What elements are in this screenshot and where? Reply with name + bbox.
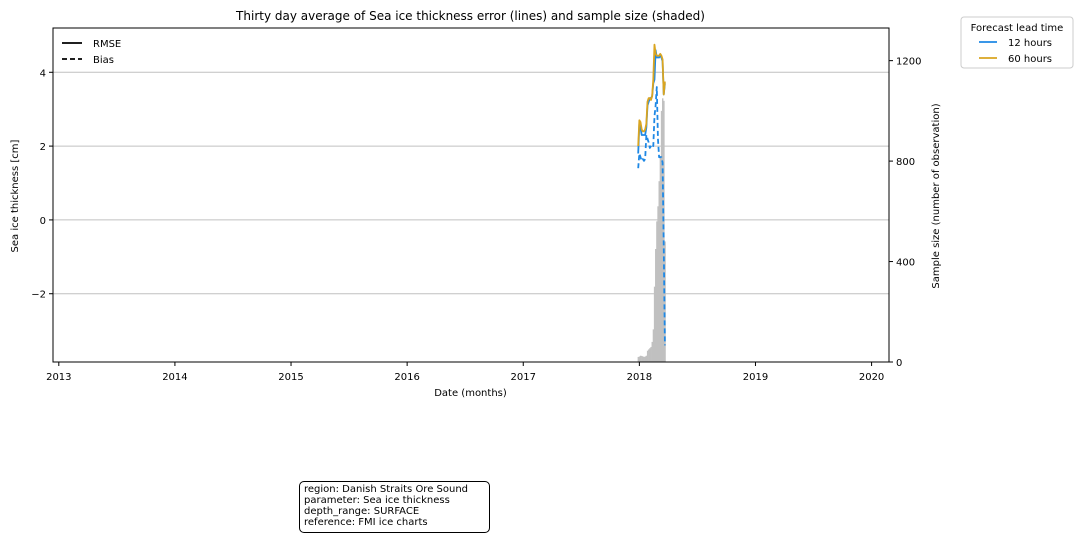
sample-size-bar xyxy=(659,156,662,362)
sample-size-bar xyxy=(648,349,650,362)
y2-axis-label: Sample size (number of observation) xyxy=(931,103,942,288)
sample-size-bar xyxy=(644,356,647,362)
info-depth-range: depth_range: SURFACE xyxy=(304,506,420,517)
sample-size-bar xyxy=(650,346,652,362)
info-reference: reference: FMI ice charts xyxy=(304,517,428,528)
axes xyxy=(52,27,890,363)
sample-size-bar xyxy=(657,206,659,362)
y-tick-label: −2 xyxy=(31,290,46,301)
y-tick-label: 0 xyxy=(40,216,46,227)
y2-tick-label: 0 xyxy=(896,358,902,369)
plot-frame xyxy=(52,27,890,363)
sample-size-bar xyxy=(637,356,640,362)
info-region: region: Danish Straits Ore Sound xyxy=(304,484,469,495)
sample-size-bar xyxy=(653,286,656,362)
lead-time-legend-title: Forecast lead time xyxy=(971,23,1064,34)
sample-size-bar xyxy=(646,350,649,362)
x-tick-label: 2016 xyxy=(394,372,419,383)
x-tick-label: 2017 xyxy=(511,372,536,383)
sample-size-bar xyxy=(639,355,642,362)
sample-size-bar xyxy=(638,356,641,362)
y2-tick-label: 1200 xyxy=(896,57,921,68)
series-line xyxy=(637,43,666,147)
sample-size-bar xyxy=(649,348,651,362)
error-lines xyxy=(637,43,666,346)
lead-time-legend: Forecast lead time 12 hours 60 hours xyxy=(960,16,1074,69)
tick-marks: 2013 2014 2015 2016 2017 2018 2019 2020 −2 0 2 4 0 40… xyxy=(31,57,921,383)
y2-tick-label: 800 xyxy=(896,157,915,168)
chart-title: Thirty day average of Sea ice thickness … xyxy=(235,9,705,23)
sample-size-bar xyxy=(660,110,663,362)
sample-size-bars xyxy=(637,98,666,363)
style-legend: RMSE Bias xyxy=(62,39,121,66)
x-axis-label: Date (months) xyxy=(434,388,507,399)
y-tick-label: 2 xyxy=(40,142,46,153)
sample-size-bar xyxy=(641,355,643,362)
sample-size-bar xyxy=(652,329,655,362)
sample-size-bar xyxy=(643,356,645,362)
y2-tick-label: 400 xyxy=(896,258,915,269)
sample-size-bar xyxy=(651,341,654,362)
x-tick-label: 2020 xyxy=(859,372,884,383)
legend-60h-label: 60 hours xyxy=(1008,54,1052,65)
y-axis-label: Sea ice thickness [cm] xyxy=(10,139,21,252)
sample-size-bar xyxy=(645,355,648,362)
x-tick-label: 2014 xyxy=(162,372,187,383)
sample-size-bar xyxy=(656,221,658,362)
sample-size-bar xyxy=(658,181,660,362)
sample-size-bar xyxy=(642,356,644,362)
info-box: region: Danish Straits Ore Sound paramet… xyxy=(299,481,490,533)
sample-size-bar xyxy=(664,241,666,362)
x-tick-label: 2013 xyxy=(46,372,71,383)
sample-size-bar xyxy=(663,100,665,363)
x-tick-label: 2019 xyxy=(743,372,768,383)
info-parameter: parameter: Sea ice thickness xyxy=(304,495,450,506)
legend-12h-label: 12 hours xyxy=(1008,38,1052,49)
grid-lines xyxy=(53,71,889,295)
y-tick-label: 4 xyxy=(40,68,46,79)
sample-size-bar xyxy=(655,248,657,362)
series-line xyxy=(637,86,666,346)
sample-size-bar xyxy=(662,98,664,362)
lead-time-legend-frame xyxy=(960,16,1074,69)
legend-bias-label: Bias xyxy=(93,55,114,66)
legend-rmse-label: RMSE xyxy=(93,39,121,50)
x-tick-label: 2018 xyxy=(627,372,652,383)
x-tick-label: 2015 xyxy=(278,372,303,383)
